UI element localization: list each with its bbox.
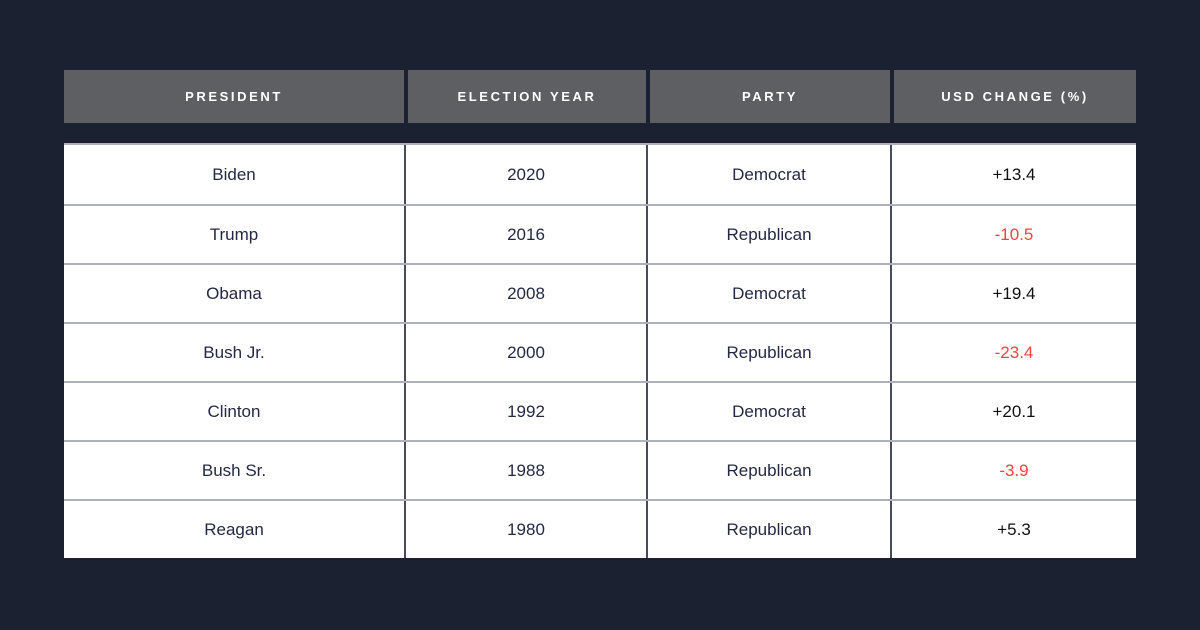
party-cell: Republican: [646, 206, 890, 263]
election-year-cell: 2020: [404, 145, 646, 204]
president-cell: Biden: [212, 164, 256, 184]
table-body: Biden 2020 Democrat +13.4 Trump 2016 Rep…: [64, 143, 1136, 558]
party-cell: Democrat: [646, 145, 890, 204]
header-cell-usd-change: USD CHANGE (%): [890, 70, 1136, 123]
usd-change-cell: -23.4: [890, 324, 1136, 381]
table-row: Reagan 1980 Republican +5.3: [64, 499, 1136, 558]
party-cell: Republican: [646, 324, 890, 381]
usd-change-cell: +20.1: [890, 383, 1136, 440]
party-cell: Republican: [646, 442, 890, 499]
table-row: Biden 2020 Democrat +13.4: [64, 145, 1136, 204]
president-cell: Bush Sr.: [201, 460, 267, 480]
header-cell-election-year: ELECTION YEAR: [404, 70, 646, 123]
party-cell: Democrat: [646, 383, 890, 440]
president-cell: Bush Jr.: [203, 342, 265, 362]
election-year-cell: 2016: [404, 206, 646, 263]
table-row: Trump 2016 Republican -10.5: [64, 204, 1136, 263]
header-cell-president: PRESIDENT: [64, 70, 404, 123]
usd-change-cell: -3.9: [890, 442, 1136, 499]
header-cell-party: PARTY: [646, 70, 890, 123]
usd-change-cell: +13.4: [890, 145, 1136, 204]
table-row: Obama 2008 Democrat +19.4: [64, 263, 1136, 322]
election-year-cell: 2000: [404, 324, 646, 381]
table-header-row: PRESIDENT ELECTION YEAR PARTY USD CHANGE…: [64, 70, 1136, 123]
election-year-cell: 1988: [404, 442, 646, 499]
election-year-cell: 2008: [404, 265, 646, 322]
election-year-cell: 1992: [404, 383, 646, 440]
usd-change-cell: +19.4: [890, 265, 1136, 322]
election-year-cell: 1980: [404, 501, 646, 558]
usd-change-cell: +5.3: [890, 501, 1136, 558]
table-row: Bush Sr. 1988 Republican -3.9: [64, 440, 1136, 499]
president-cell: Trump: [209, 224, 259, 244]
president-cell: Clinton: [207, 401, 261, 421]
president-cell: Obama: [206, 283, 262, 303]
party-cell: Democrat: [646, 265, 890, 322]
table-row: Bush Jr. 2000 Republican -23.4: [64, 322, 1136, 381]
table-row: Clinton 1992 Democrat +20.1: [64, 381, 1136, 440]
usd-change-cell: -10.5: [890, 206, 1136, 263]
president-cell: Reagan: [204, 519, 264, 539]
party-cell: Republican: [646, 501, 890, 558]
presidents-usd-table: PRESIDENT ELECTION YEAR PARTY USD CHANGE…: [64, 70, 1136, 558]
